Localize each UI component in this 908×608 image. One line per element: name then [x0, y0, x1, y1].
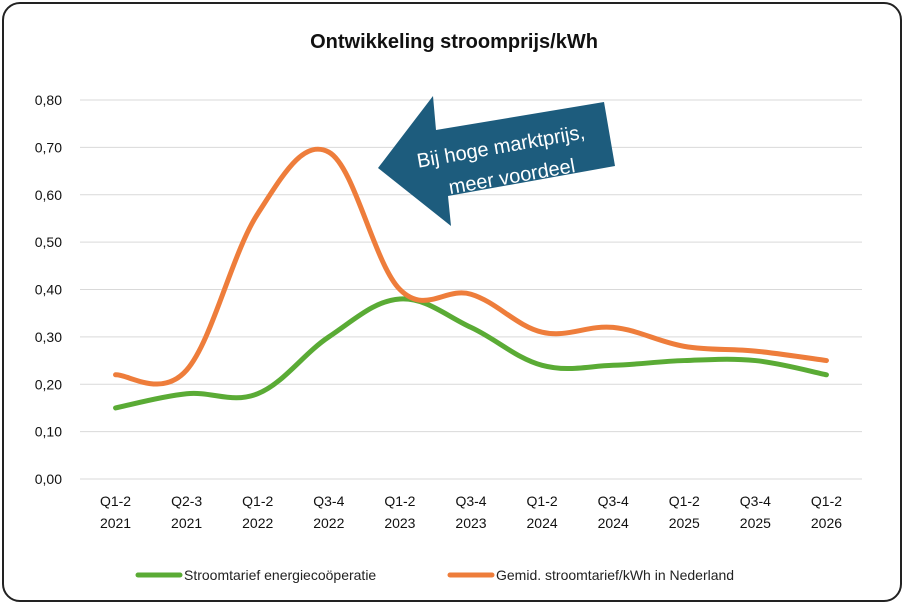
series-line-1 [113, 146, 829, 387]
x-tick-label: Q3-4 2023 [455, 493, 486, 531]
x-tick-label-year: 2024 [527, 515, 558, 531]
y-axis-ticks: 0,00 0,10 0,20 0,30 0,40 0,50 0,60 0,70 0,80 [35, 92, 62, 487]
x-tick-label: Q3-4 2024 [598, 493, 629, 531]
x-tick-label: Q1-2 2021 [100, 493, 131, 531]
y-tick-label: 0,50 [35, 234, 62, 250]
x-tick-label-quarter: Q2-3 [171, 493, 202, 509]
x-tick-label-quarter: Q3-4 [313, 493, 344, 509]
chart-frame [2, 2, 902, 602]
x-tick-label-year: 2026 [811, 515, 842, 531]
gridlines [80, 99, 862, 480]
y-tick-label: 0,20 [35, 376, 62, 392]
x-tick-label-quarter: Q3-4 [598, 493, 629, 509]
x-tick-label: Q1-2 2022 [242, 493, 273, 531]
legend-label: Gemid. stroomtarief/kWh in Nederland [496, 567, 734, 583]
x-tick-label-year: 2025 [669, 515, 700, 531]
x-tick-label: Q1-2 2026 [811, 493, 842, 531]
y-tick-label: 0,80 [35, 92, 62, 108]
x-tick-label-quarter: Q1-2 [527, 493, 558, 509]
x-tick-label-quarter: Q1-2 [811, 493, 842, 509]
x-tick-label-year: 2023 [455, 515, 486, 531]
chart-title: Ontwikkeling stroomprijs/kWh [310, 31, 598, 53]
y-tick-label: 0,00 [35, 471, 62, 487]
x-tick-label: Q1-2 2024 [527, 493, 558, 531]
x-tick-label-quarter: Q1-2 [384, 493, 415, 509]
x-axis-ticks: Q1-2 2021 Q2-3 2021 Q1-2 2022 Q3-4 2022 Q1-2 2023… [100, 493, 842, 531]
legend-label: Stroomtarief energiecoöperatie [184, 567, 376, 583]
x-tick-label: Q3-4 2025 [740, 493, 771, 531]
x-tick-label: Q1-2 2023 [384, 493, 415, 531]
x-tick-label: Q3-4 2022 [313, 493, 344, 531]
x-tick-label-year: 2023 [384, 515, 415, 531]
y-tick-label: 0,30 [35, 329, 62, 345]
x-tick-label-quarter: Q1-2 [669, 493, 700, 509]
annotation-arrow [378, 96, 615, 226]
x-tick-label-year: 2021 [171, 515, 202, 531]
x-tick-label-year: 2022 [242, 515, 273, 531]
y-tick-label: 0,70 [35, 139, 62, 155]
x-tick-label: Q2-3 2021 [171, 493, 202, 531]
annotation-callout: Bij hoge marktprijs, meer voordeel [378, 96, 615, 226]
x-tick-label-year: 2021 [100, 515, 131, 531]
x-tick-label: Q1-2 2025 [669, 493, 700, 531]
x-tick-label-quarter: Q3-4 [455, 493, 486, 509]
x-tick-label-quarter: Q1-2 [242, 493, 273, 509]
x-tick-label-quarter: Q1-2 [100, 493, 131, 509]
series-line-0 [113, 296, 829, 411]
x-tick-label-year: 2025 [740, 515, 771, 531]
legend: Stroomtarief energiecoöperatie Gemid. str… [135, 567, 734, 583]
series-lines [113, 146, 829, 411]
y-tick-label: 0,10 [35, 424, 62, 440]
y-tick-label: 0,60 [35, 187, 62, 203]
x-tick-label-year: 2022 [313, 515, 344, 531]
x-tick-label-quarter: Q3-4 [740, 493, 771, 509]
x-tick-label-year: 2024 [598, 515, 629, 531]
y-tick-label: 0,40 [35, 282, 62, 298]
